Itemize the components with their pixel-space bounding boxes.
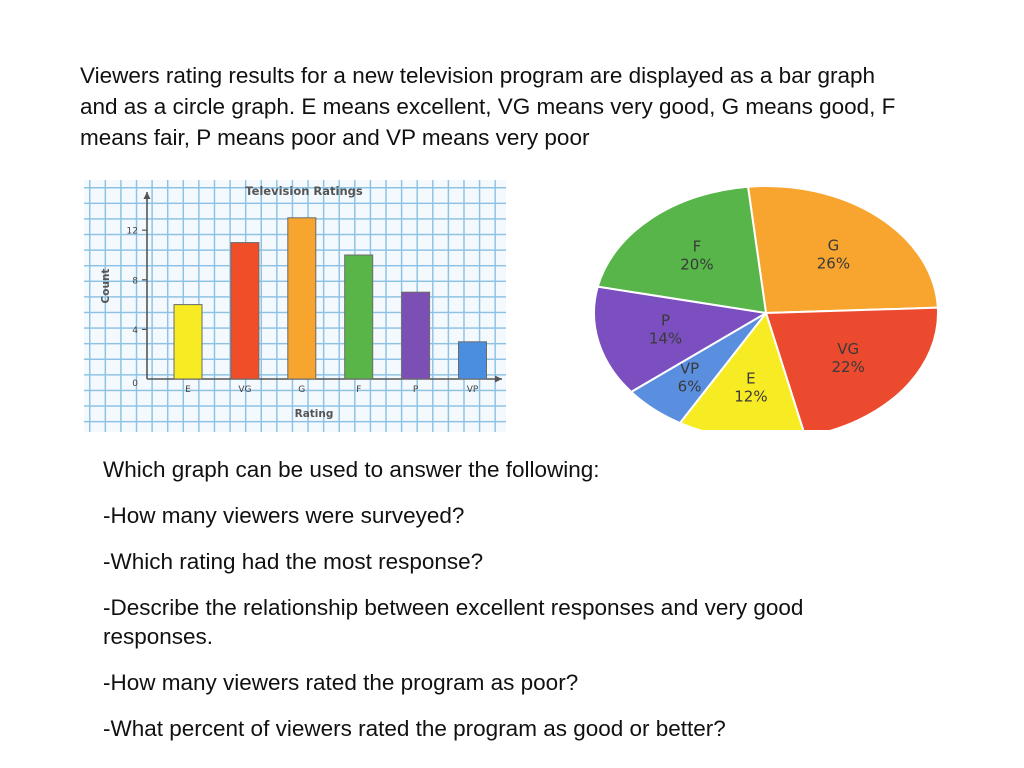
y-tick-label: 0 (132, 379, 138, 389)
bar-chart-title: Television Ratings (245, 184, 363, 198)
slice-label: VG (837, 340, 859, 358)
slice-value-label: 14% (649, 329, 682, 347)
slice-label: VP (680, 359, 699, 377)
question-item: -How many viewers were surveyed? (103, 503, 465, 528)
y-tick-label: 4 (132, 326, 138, 336)
pie-chart-panel: G 26% VG 22% E 12% VP 6% P 14% F 20% (588, 168, 948, 430)
x-tick-label: VG (238, 385, 251, 395)
questions-header: Which graph can be used to answer the fo… (103, 457, 600, 482)
slice-label: E (746, 369, 755, 387)
slice-value-label: 6% (678, 377, 702, 395)
slice-value-label: 20% (680, 255, 713, 273)
slice-label: F (693, 237, 702, 255)
bar-chart: 0 4 8 12 E VG G F P VP Television Ratings Rating Cou… (100, 184, 502, 420)
bar (401, 291, 431, 380)
slice-label: P (661, 311, 670, 329)
pie-slice (596, 185, 768, 315)
y-axis-arrow (143, 192, 151, 199)
question-item: -Describe the relationship between excel… (103, 595, 804, 649)
pie-slice (593, 285, 769, 394)
question-item: -Which rating had the most response? (103, 549, 484, 574)
x-tick-label: VP (467, 385, 479, 395)
x-tick-label: F (356, 385, 361, 395)
bar-chart-panel: 0 4 8 12 E VG G F P VP Television Ratings Rating Cou… (84, 180, 506, 432)
slice-label: G (828, 236, 840, 254)
slice-value-label: 12% (734, 387, 767, 405)
question-item: -What percent of viewers rated the progr… (103, 716, 726, 741)
x-axis-title: Rating (295, 408, 334, 420)
pie-slice (746, 185, 939, 315)
x-tick-label: E (185, 385, 191, 395)
pie-slice (678, 310, 805, 430)
x-axis-arrow (495, 375, 502, 383)
y-axis-title: Count (100, 269, 112, 304)
y-tick-label: 8 (132, 276, 138, 286)
bar (458, 341, 487, 380)
x-tick-label: P (413, 385, 419, 395)
bar (230, 242, 260, 380)
question-item: -How many viewers rated the program as p… (103, 670, 579, 695)
bar (287, 217, 317, 380)
questions-section: Which graph can be used to answer the fo… (103, 455, 913, 760)
bar (344, 254, 374, 380)
x-tick-label: G (298, 385, 305, 395)
y-tick-label: 12 (127, 227, 138, 237)
slice-value-label: 26% (817, 254, 850, 272)
intro-text: Viewers rating results for a new televis… (80, 63, 896, 150)
slice-value-label: 22% (832, 358, 865, 376)
bar (173, 304, 203, 380)
pie-slice (764, 306, 939, 430)
